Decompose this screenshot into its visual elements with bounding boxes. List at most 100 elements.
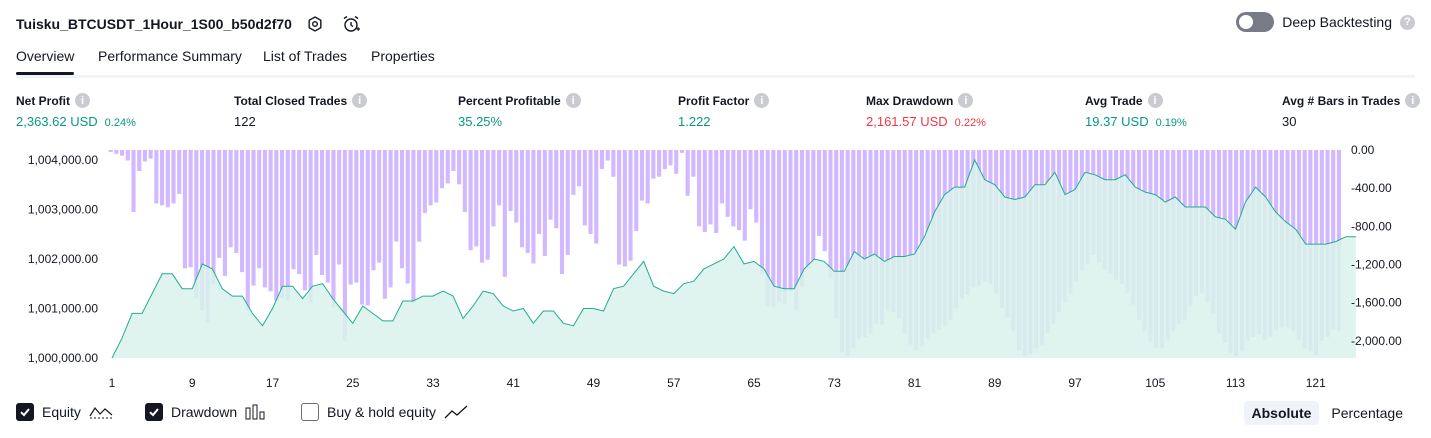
drawdown-bar — [639, 150, 645, 201]
help-icon[interactable]: i — [565, 93, 581, 108]
mode-absolute[interactable]: Absolute — [1243, 401, 1320, 425]
drawdown-bar — [577, 150, 582, 187]
drawdown-bar — [245, 150, 250, 311]
drawdown-bar — [342, 150, 347, 341]
y-left-tick-label: 1,004,000.00 — [28, 153, 98, 167]
tab-overview[interactable]: Overview — [16, 48, 75, 75]
metric-percent-profitable: Percent Profitable i 35.25% — [458, 93, 581, 129]
drawdown-bar — [685, 150, 690, 196]
drawdown-bar — [485, 150, 490, 260]
legend-equity[interactable]: Equity — [16, 403, 113, 421]
drawdown-bar — [251, 150, 256, 286]
drawdown-bar — [765, 150, 770, 307]
add-alert-icon[interactable] — [338, 11, 364, 37]
drawdown-bar — [571, 150, 576, 195]
drawdown-bar — [200, 150, 205, 311]
drawdown-bars-icon — [245, 404, 265, 420]
drawdown-bar — [777, 150, 782, 302]
y-right-tick-label: -1,600.00 — [1351, 296, 1402, 310]
help-icon[interactable]: i — [1147, 93, 1163, 108]
settings-icon[interactable] — [302, 11, 328, 37]
drawdown-bar — [502, 150, 507, 277]
drawdown-bar — [879, 150, 884, 325]
drawdown-bar — [142, 150, 147, 162]
metric-avg-trade: Avg Trade i 19.37 USD 0.19% — [1085, 93, 1187, 129]
drawdown-bar — [856, 150, 862, 339]
drawdown-bar — [588, 150, 593, 234]
tab-properties[interactable]: Properties — [371, 48, 435, 64]
drawdown-bar — [839, 150, 844, 353]
x-tick-label: 73 — [828, 376, 842, 390]
x-tick-label: 121 — [1306, 376, 1326, 390]
x-tick-label: 25 — [346, 376, 360, 390]
help-icon[interactable]: ? — [1400, 14, 1415, 30]
drawdown-bar — [668, 150, 673, 166]
drawdown-bar — [285, 150, 290, 301]
legend-drawdown[interactable]: Drawdown — [145, 403, 267, 421]
drawdown-bar — [908, 150, 913, 345]
display-mode-switch: Absolute Percentage — [1243, 401, 1412, 425]
drawdown-bar — [782, 150, 787, 304]
metric-value: 1.222 — [678, 114, 711, 129]
drawdown-bar — [719, 150, 724, 204]
drawdown-bar — [817, 150, 822, 236]
drawdown-bar — [468, 150, 473, 251]
x-axis: 1 9 17 25 33 41 49 57 65 73 81 89 97 105 113 121 — [109, 376, 1326, 390]
drawdown-bar — [434, 150, 439, 203]
drawdown-bar — [194, 150, 199, 299]
x-tick-label: 49 — [587, 376, 601, 390]
drawdown-bar — [394, 150, 399, 242]
help-icon[interactable]: i — [1405, 93, 1421, 108]
drawdown-bar — [708, 150, 713, 225]
metric-avg-bars-in-trades: Avg # Bars in Trades i 30 — [1282, 93, 1421, 129]
drawdown-bar — [754, 150, 759, 223]
drawdown-bar — [239, 150, 245, 273]
help-icon[interactable]: i — [754, 93, 770, 108]
mode-percentage[interactable]: Percentage — [1331, 405, 1403, 421]
drawdown-checkbox[interactable] — [145, 403, 163, 421]
help-icon[interactable]: i — [352, 93, 368, 108]
drawdown-bar — [731, 150, 736, 227]
drawdown-bar — [771, 150, 776, 308]
drawdown-bar — [302, 150, 307, 291]
metric-value: 35.25% — [458, 114, 503, 129]
equity-checkbox[interactable] — [16, 403, 34, 421]
help-icon[interactable]: i — [958, 93, 974, 108]
x-tick-label: 97 — [1068, 376, 1082, 390]
drawdown-bar — [388, 150, 393, 288]
drawdown-bar — [645, 150, 650, 204]
tab-performance-summary[interactable]: Performance Summary — [98, 48, 242, 64]
deep-backtesting-toggle[interactable] — [1236, 12, 1275, 32]
help-icon[interactable]: i — [75, 93, 90, 108]
drawdown-bar — [759, 150, 764, 275]
equity-drawdown-chart[interactable]: 1,000,000.00 1,001,000.00 1,002,000.00 1,00… — [0, 138, 1431, 390]
drawdown-bar — [120, 150, 125, 156]
y-left-tick-label: 1,000,000.00 — [28, 351, 98, 365]
legend-buy-hold[interactable]: Buy & hold equity — [301, 403, 468, 421]
metric-percent: 0.24% — [104, 117, 136, 129]
y-left-tick-label: 1,003,000.00 — [28, 202, 98, 216]
y-left-tick-label: 1,001,000.00 — [28, 301, 98, 315]
drawdown-bar — [205, 150, 210, 323]
drawdown-bar — [268, 150, 273, 292]
tab-list-of-trades[interactable]: List of Trades — [263, 48, 348, 64]
y-axis-right: 0.00 -400.00 -800.00 -1,200.00 -1,600.00 -2,0… — [1351, 143, 1402, 348]
drawdown-bar — [222, 150, 227, 276]
strategy-header: Tuisku_BTCUSDT_1Hour_1S00_b50d2f70 — [16, 10, 364, 38]
drawdown-bar — [554, 150, 559, 229]
x-tick-label: 89 — [988, 376, 1002, 390]
drawdown-bar — [359, 150, 365, 305]
equity-area — [112, 159, 1356, 358]
x-tick-label: 65 — [747, 376, 761, 390]
drawdown-bar — [508, 150, 513, 212]
drawdown-bar — [559, 150, 565, 275]
metric-value: 122 — [234, 114, 256, 129]
drawdown-bar — [525, 150, 530, 254]
drawdown-bar — [171, 150, 176, 204]
metric-value: 19.37 USD — [1085, 114, 1149, 129]
drawdown-bar — [439, 150, 445, 189]
y-right-tick-label: -400.00 — [1351, 181, 1392, 195]
buy-hold-label: Buy & hold equity — [327, 404, 436, 420]
buy-hold-checkbox[interactable] — [301, 403, 319, 421]
x-tick-label: 9 — [189, 376, 196, 390]
